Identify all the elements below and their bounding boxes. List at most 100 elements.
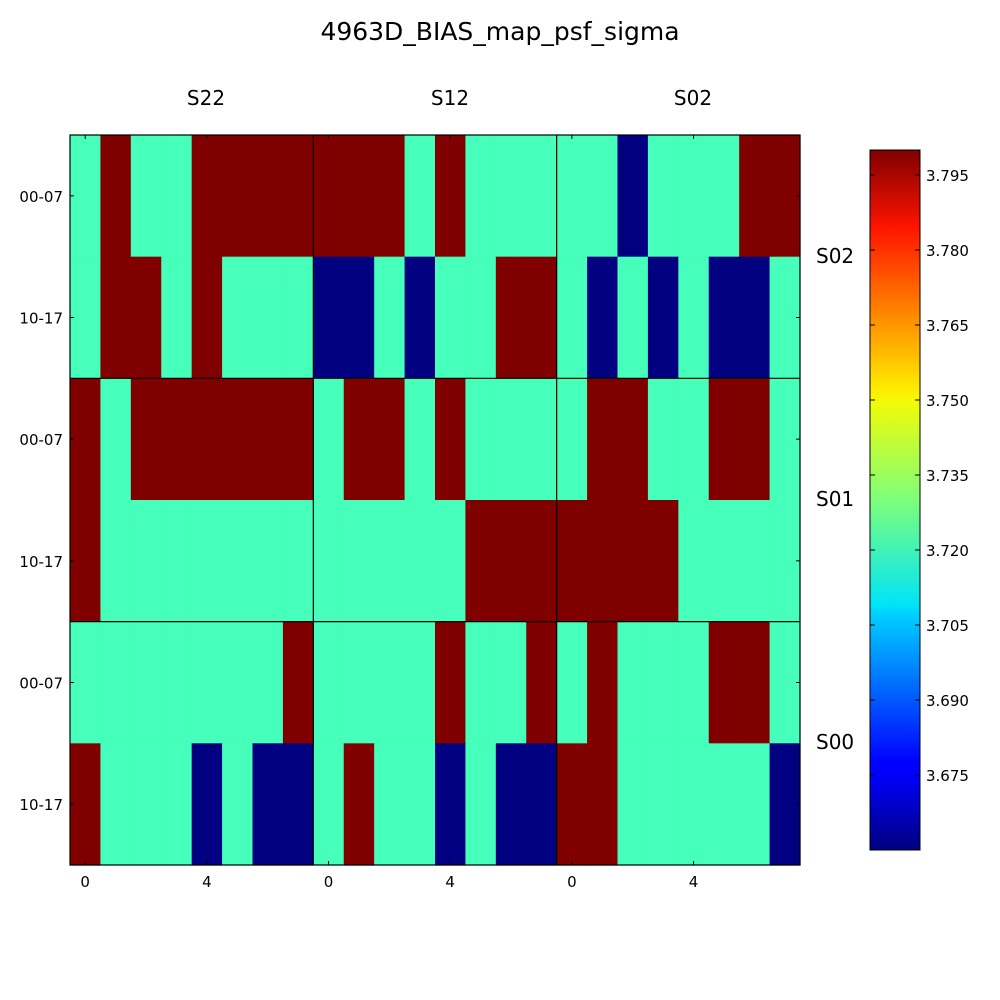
heatmap-cell: [161, 500, 193, 623]
row-label-s02: S02: [816, 244, 854, 268]
column-label-s12: S12: [431, 86, 469, 110]
heatmap-cell: [435, 378, 467, 501]
heatmap-cell: [739, 135, 771, 258]
y-tick-label: 00-07: [19, 431, 63, 449]
heatmap-cell: [465, 256, 497, 379]
heatmap-cell: [252, 743, 284, 866]
heatmap-cell: [282, 378, 314, 501]
heatmap-cell: [70, 378, 102, 501]
heatmap-cell: [343, 500, 375, 623]
heatmap-cell: [647, 378, 679, 501]
heatmap-cells: [70, 135, 801, 866]
heatmap-cell: [465, 500, 497, 623]
heatmap-cell: [130, 256, 162, 379]
heatmap-cell: [70, 621, 102, 744]
heatmap-cell: [769, 135, 801, 258]
heatmap-cell: [404, 256, 436, 379]
heatmap-cell: [252, 256, 284, 379]
heatmap-cell: [100, 135, 132, 258]
heatmap-cell: [739, 256, 771, 379]
heatmap-cell: [708, 743, 740, 866]
heatmap-cell: [556, 500, 588, 623]
heatmap-cell: [222, 256, 254, 379]
heatmap-cell: [313, 621, 345, 744]
y-tick-label: 10-17: [19, 309, 63, 327]
heatmap-cell: [678, 256, 710, 379]
heatmap-cell: [222, 621, 254, 744]
colorbar-tick-label: 3.765: [926, 317, 969, 335]
heatmap-cell: [465, 135, 497, 258]
heatmap-cell: [617, 256, 649, 379]
heatmap-cell: [100, 378, 132, 501]
heatmap-cell: [313, 743, 345, 866]
heatmap-cell: [252, 621, 284, 744]
heatmap-cell: [526, 378, 558, 501]
heatmap-cell: [70, 135, 102, 258]
column-label-s02: S02: [674, 86, 712, 110]
heatmap-cell: [343, 378, 375, 501]
heatmap-cell: [252, 378, 284, 501]
heatmap-cell: [587, 135, 619, 258]
heatmap-cell: [647, 621, 679, 744]
heatmap-cell: [191, 500, 223, 623]
heatmap-cell: [282, 256, 314, 379]
heatmap-cell: [647, 135, 679, 258]
heatmap-cell: [617, 500, 649, 623]
heatmap-cell: [100, 256, 132, 379]
heatmap-cell: [526, 621, 558, 744]
heatmap-cell: [252, 135, 284, 258]
heatmap-cell: [130, 500, 162, 623]
heatmap-cell: [556, 256, 588, 379]
heatmap-cell: [70, 743, 102, 866]
heatmap-cell: [587, 256, 619, 379]
heatmap-cell: [313, 500, 345, 623]
heatmap-cell: [556, 743, 588, 866]
heatmap-cell: [739, 743, 771, 866]
heatmap-cell: [313, 256, 345, 379]
x-tick-label: 0: [324, 873, 334, 891]
x-tick-label: 4: [445, 873, 455, 891]
heatmap-cell: [708, 256, 740, 379]
heatmap-cell: [495, 743, 527, 866]
heatmap-cell: [556, 378, 588, 501]
heatmap-cell: [495, 256, 527, 379]
heatmap-cell: [191, 621, 223, 744]
colorbar: [869, 149, 921, 851]
heatmap-cell: [526, 743, 558, 866]
heatmap-cell: [435, 135, 467, 258]
x-tick-label: 4: [202, 873, 212, 891]
colorbar-ticks: 3.675 3.690 3.705 3.720 3.735 3.750 3.765 3.780…: [870, 167, 969, 785]
heatmap-cell: [617, 621, 649, 744]
heatmap-cell: [435, 621, 467, 744]
heatmap-cell: [556, 621, 588, 744]
heatmap-cell: [526, 500, 558, 623]
colorbar-tick-label: 3.735: [926, 467, 969, 485]
heatmap-cell: [678, 621, 710, 744]
heatmap-cell: [526, 135, 558, 258]
heatmap-cell: [100, 621, 132, 744]
heatmap-cell: [495, 621, 527, 744]
heatmap-cell: [282, 621, 314, 744]
heatmap-cell: [769, 621, 801, 744]
heatmap-cell: [404, 378, 436, 501]
heatmap-cell: [374, 256, 406, 379]
heatmap-cell: [739, 378, 771, 501]
heatmap-cell: [465, 621, 497, 744]
heatmap-cell: [343, 256, 375, 379]
heatmap-cell: [374, 621, 406, 744]
heatmap-cell: [100, 500, 132, 623]
heatmap-cell: [343, 743, 375, 866]
heatmap-cell: [343, 621, 375, 744]
colorbar-tick-label: 3.795: [926, 167, 969, 185]
heatmap-cell: [70, 500, 102, 623]
heatmap-cell: [495, 500, 527, 623]
colorbar-tick-label: 3.675: [926, 767, 969, 785]
heatmap-cell: [100, 743, 132, 866]
heatmap-cell: [678, 135, 710, 258]
heatmap-cell: [678, 378, 710, 501]
heatmap-cell: [313, 135, 345, 258]
heatmap-cell: [161, 256, 193, 379]
heatmap-cell: [678, 743, 710, 866]
heatmap-cell: [404, 135, 436, 258]
